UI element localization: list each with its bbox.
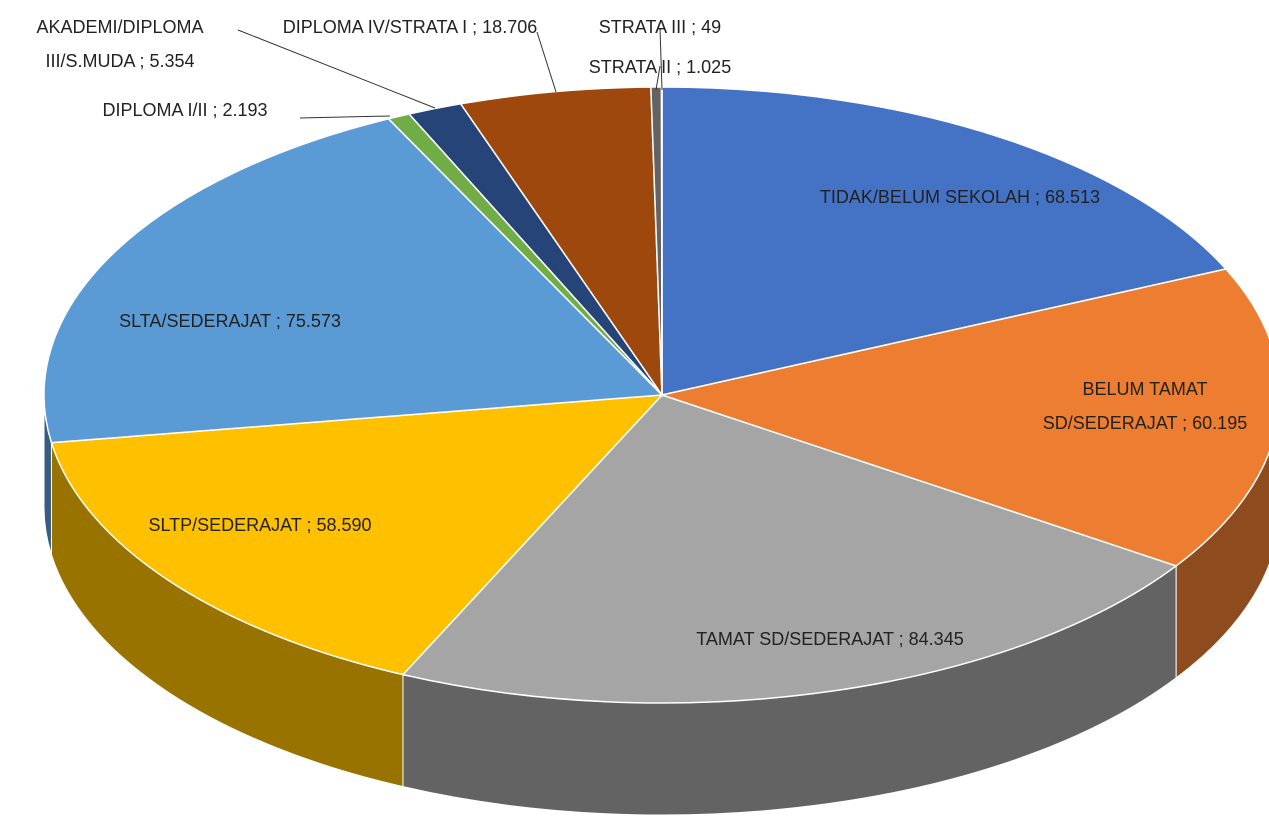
label-separator: ; bbox=[207, 100, 223, 120]
label-separator: ; bbox=[893, 629, 909, 649]
slice bbox=[401, 394, 1178, 704]
label-category: TAMAT SD/SEDERAJAT bbox=[696, 629, 894, 649]
label-value: 68.513 bbox=[1045, 187, 1101, 207]
label-value: 58.590 bbox=[316, 515, 372, 535]
label-category: BELUM TAMAT SD/SEDERAJAT bbox=[1042, 379, 1213, 433]
label-value: 18.706 bbox=[482, 17, 538, 37]
label-category: DIPLOMA I/II bbox=[102, 100, 208, 120]
slice bbox=[50, 394, 664, 676]
label-separator: ; bbox=[671, 57, 687, 77]
label-value: 60.195 bbox=[1192, 413, 1248, 433]
data-label: TIDAK/BELUM SEKOLAH ; 68.513 bbox=[800, 180, 1120, 214]
label-separator: ; bbox=[467, 17, 483, 37]
slice bbox=[661, 86, 1228, 396]
label-category: DIPLOMA IV/STRATA I bbox=[282, 17, 468, 37]
slice bbox=[459, 86, 663, 398]
label-category: TIDAK/BELUM SEKOLAH bbox=[819, 187, 1030, 207]
data-label: SLTA/SEDERAJAT ; 75.573 bbox=[80, 304, 380, 338]
label-value: 1.025 bbox=[686, 57, 732, 77]
label-category: SLTA/SEDERAJAT bbox=[119, 311, 271, 331]
leader-line bbox=[536, 31, 557, 93]
data-label: BELUM TAMAT SD/SEDERAJAT ; 60.195 bbox=[1020, 372, 1269, 440]
slice bbox=[659, 268, 1269, 567]
label-value: 75.573 bbox=[285, 311, 341, 331]
label-value: 84.345 bbox=[908, 629, 964, 649]
data-label: TAMAT SD/SEDERAJAT ; 84.345 bbox=[680, 622, 980, 656]
data-label: DIPLOMA I/II ; 2.193 bbox=[60, 93, 310, 127]
label-value: 2.193 bbox=[222, 100, 268, 120]
leader-line bbox=[659, 27, 663, 91]
leader-line bbox=[655, 65, 661, 91]
data-label: DIPLOMA IV/STRATA I ; 18.706 bbox=[265, 10, 555, 44]
slice bbox=[660, 86, 663, 396]
label-separator: ; bbox=[270, 311, 286, 331]
data-label: STRATA III ; 49 bbox=[555, 10, 765, 44]
label-separator: ; bbox=[1177, 413, 1193, 433]
label-value: 49 bbox=[701, 17, 722, 37]
leader-line bbox=[237, 29, 436, 109]
label-separator: ; bbox=[686, 17, 702, 37]
data-label: SLTP/SEDERAJAT ; 58.590 bbox=[110, 508, 410, 542]
label-category: AKADEMI/DIPLOMA III/S.MUDA bbox=[36, 17, 209, 71]
label-separator: ; bbox=[301, 515, 317, 535]
label-separator: ; bbox=[134, 51, 150, 71]
label-separator: ; bbox=[1029, 187, 1045, 207]
slice bbox=[43, 117, 664, 444]
data-label: AKADEMI/DIPLOMA III/S.MUDA ; 5.354 bbox=[0, 10, 240, 78]
label-value: 5.354 bbox=[149, 51, 195, 71]
label-category: STRATA III bbox=[598, 17, 687, 37]
label-category: STRATA II bbox=[588, 57, 672, 77]
label-category: SLTP/SEDERAJAT bbox=[148, 515, 302, 535]
data-label: STRATA II ; 1.025 bbox=[555, 50, 765, 84]
leader-line bbox=[299, 115, 391, 119]
